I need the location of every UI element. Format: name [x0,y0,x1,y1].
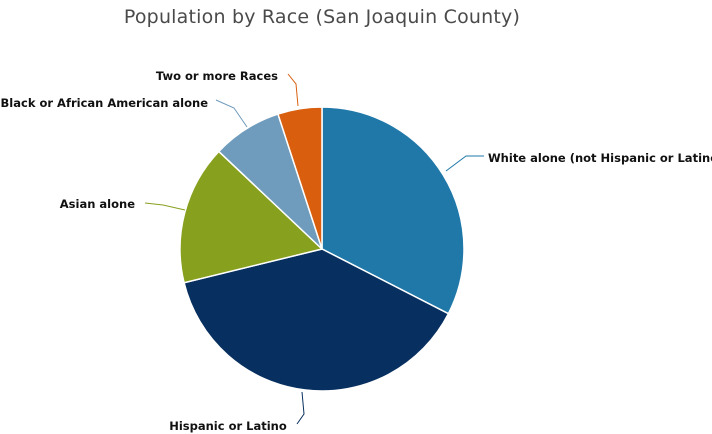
pie-slice-two-or-more-races[interactable] [277,106,323,250]
leader-line [287,73,299,107]
slice-label: White alone (not Hispanic or Latino) [488,151,712,165]
leader-line [296,391,305,425]
leader-line [215,99,248,128]
slice-label: Hispanic or Latino [169,419,287,433]
slice-labels: White alone (not Hispanic or Latino) Hisp… [1,69,712,433]
leader-line [445,155,484,172]
pie-slice-white-alone-not-hispanic-or-latino[interactable] [321,106,465,315]
pie-slice-hispanic-or-latino[interactable] [183,248,450,392]
chart-title: Population by Race (San Joaquin County) [123,6,521,28]
leader-line [144,202,186,211]
slice-label: Asian alone [60,197,135,211]
pie-slice-asian-alone[interactable] [179,150,324,284]
leader-lines [144,73,484,425]
pie-slices [179,106,465,392]
slice-label: Black or African American alone [1,96,209,110]
slice-label: Two or more Races [156,69,278,83]
